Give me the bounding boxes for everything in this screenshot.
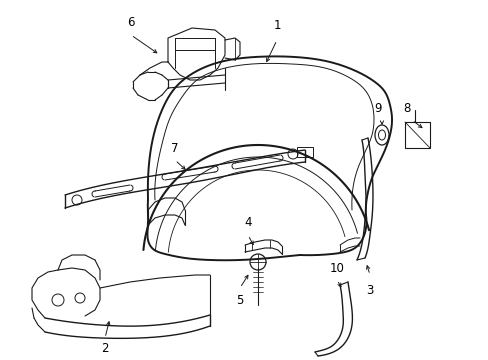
Text: 1: 1 — [273, 18, 280, 32]
Text: 7: 7 — [171, 141, 179, 154]
Text: 3: 3 — [366, 284, 373, 297]
Bar — [296, 147, 312, 157]
Text: 5: 5 — [236, 293, 243, 306]
Text: 9: 9 — [373, 102, 381, 114]
Text: 8: 8 — [403, 102, 410, 114]
Text: 10: 10 — [329, 261, 344, 275]
Text: 4: 4 — [244, 216, 251, 229]
Text: 2: 2 — [101, 342, 108, 355]
Text: 6: 6 — [127, 15, 135, 28]
